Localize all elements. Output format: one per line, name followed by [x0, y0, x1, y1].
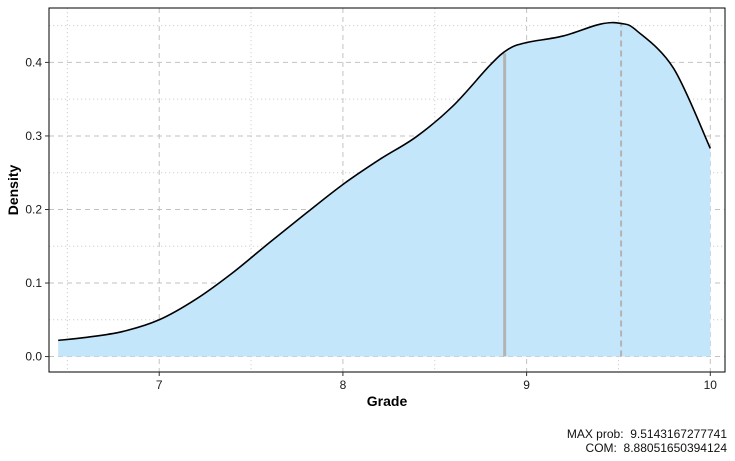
x-tick-label: 10 — [704, 378, 718, 392]
x-axis-label: Grade — [367, 393, 408, 409]
density-area — [58, 22, 711, 357]
x-tick-label: 7 — [156, 378, 163, 392]
max-prob-label: MAX prob: — [566, 427, 624, 441]
y-tick-label: 0.3 — [25, 129, 42, 143]
x-tick-label: 8 — [340, 378, 347, 392]
axis-ticks: 7 8 9 10 0.0 0.1 0.2 0.3 0.4 — [25, 55, 717, 392]
y-tick-label: 0.0 — [25, 350, 42, 364]
x-tick-label: 9 — [523, 378, 530, 392]
y-axis-label: Density — [5, 165, 21, 216]
density-curve — [58, 21, 712, 342]
plot-panel-border — [48, 7, 726, 373]
y-tick-label: 0.1 — [25, 276, 42, 290]
y-tick-label: 0.4 — [25, 55, 42, 69]
max-prob-caption: MAX prob: 9.5143167277741 — [567, 427, 727, 441]
com-value: 8.88051650394124 — [623, 441, 727, 455]
com-caption: COM: 8.88051650394124 — [586, 441, 727, 455]
marker-lines — [503, 24, 623, 357]
max-prob-value: 9.5143167277741 — [630, 427, 727, 441]
com-label: COM: — [585, 441, 617, 455]
y-tick-label: 0.2 — [25, 202, 42, 216]
